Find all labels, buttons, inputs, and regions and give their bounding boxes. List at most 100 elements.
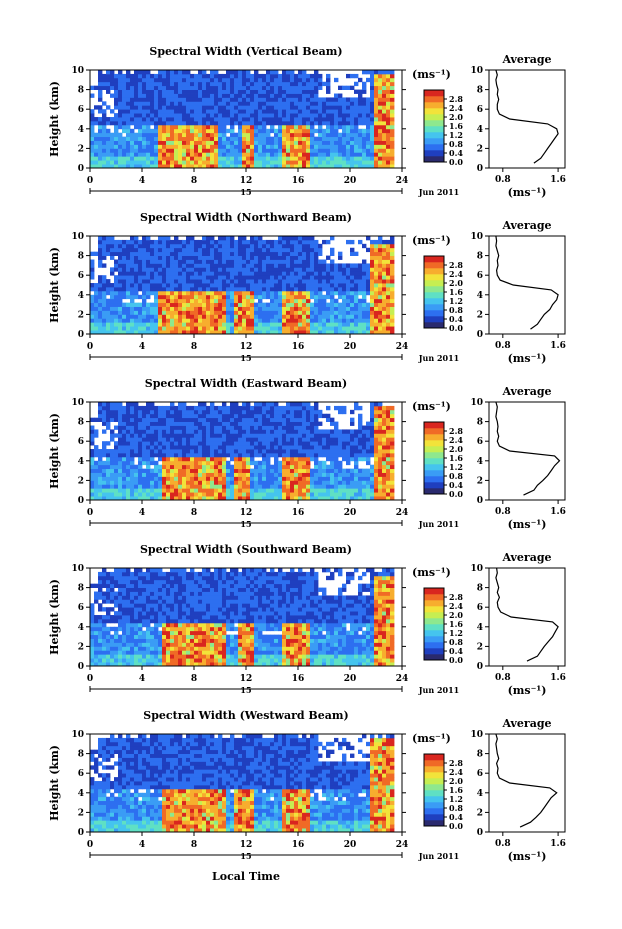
heatmap-cell bbox=[302, 117, 307, 122]
heatmap-cell bbox=[114, 144, 119, 149]
heatmap-cell bbox=[106, 70, 111, 75]
heatmap-cell bbox=[210, 322, 215, 327]
heatmap-cell bbox=[282, 460, 287, 466]
heatmap-cell bbox=[370, 267, 375, 272]
heatmap-cell bbox=[366, 109, 371, 114]
heatmap-cell bbox=[170, 429, 175, 434]
heatmap-cell bbox=[370, 318, 375, 323]
heatmap-cell bbox=[350, 330, 355, 335]
heatmap-cell bbox=[186, 286, 191, 292]
heatmap-cell bbox=[250, 330, 255, 335]
heatmap-cell bbox=[278, 152, 283, 157]
heatmap-cell bbox=[238, 314, 243, 319]
heatmap-cell bbox=[330, 148, 335, 153]
heatmap-cell bbox=[98, 326, 103, 331]
heatmap-cell bbox=[230, 425, 235, 430]
heatmap-cell bbox=[198, 456, 203, 462]
heatmap-cell bbox=[150, 476, 155, 481]
heatmap-cell bbox=[298, 409, 303, 415]
heatmap-cell bbox=[246, 492, 251, 497]
heatmap-cell bbox=[278, 445, 283, 450]
heatmap-cell bbox=[310, 89, 315, 94]
heatmap-cell bbox=[166, 140, 171, 145]
heatmap-cell bbox=[386, 77, 391, 83]
heatmap-cell bbox=[122, 294, 127, 300]
heatmap-cell bbox=[338, 93, 343, 98]
heatmap-cell bbox=[234, 314, 239, 319]
heatmap-cell bbox=[130, 109, 135, 114]
heatmap-cell bbox=[346, 267, 351, 272]
heatmap-cell bbox=[258, 128, 263, 134]
heatmap-cell bbox=[174, 152, 179, 157]
heatmap-cell bbox=[278, 417, 283, 422]
day-label: 15 bbox=[240, 187, 251, 197]
heatmap-cell bbox=[114, 286, 119, 292]
heatmap-cell bbox=[238, 279, 243, 284]
heatmap-cell bbox=[350, 310, 355, 315]
heatmap-cell bbox=[282, 429, 287, 434]
average-title: Average bbox=[501, 53, 551, 66]
x-tick-label: 12 bbox=[240, 342, 253, 352]
heatmap-cell bbox=[198, 251, 203, 256]
heatmap-cell bbox=[174, 140, 179, 145]
heatmap-cell bbox=[314, 148, 319, 153]
heatmap-cell bbox=[350, 286, 355, 292]
heatmap-cell bbox=[110, 236, 115, 241]
heatmap-cell bbox=[270, 70, 275, 75]
heatmap-cell bbox=[290, 464, 295, 470]
heatmap-cell bbox=[150, 148, 155, 153]
heatmap-cell bbox=[158, 160, 163, 165]
heatmap-cell bbox=[174, 251, 179, 256]
heatmap-cell bbox=[242, 484, 247, 489]
heatmap-cell bbox=[322, 267, 327, 272]
heatmap-cell bbox=[94, 283, 99, 288]
heatmap-cell bbox=[218, 132, 223, 138]
heatmap-cell bbox=[294, 160, 299, 165]
heatmap-cell bbox=[258, 409, 263, 415]
heatmap-cell bbox=[314, 290, 319, 296]
heatmap-cell bbox=[230, 144, 235, 149]
heatmap-cell bbox=[186, 148, 191, 153]
heatmap-cell bbox=[266, 425, 271, 430]
heatmap-cell bbox=[170, 247, 175, 253]
heatmap-cell bbox=[126, 302, 131, 307]
heatmap-cell bbox=[118, 441, 123, 446]
heatmap-cell bbox=[382, 294, 387, 300]
heatmap-cell bbox=[266, 496, 271, 501]
heatmap-cell bbox=[118, 247, 123, 253]
heatmap-cell bbox=[322, 263, 327, 268]
heatmap-cell bbox=[174, 247, 179, 253]
heatmap-cell bbox=[142, 445, 147, 450]
heatmap-cell bbox=[366, 314, 371, 319]
heatmap-cell bbox=[210, 239, 215, 245]
heatmap-cell bbox=[130, 413, 135, 419]
heatmap-cell bbox=[278, 484, 283, 489]
heatmap-cell bbox=[326, 136, 331, 141]
heatmap-cell bbox=[142, 85, 147, 90]
heatmap-cell bbox=[274, 140, 279, 145]
heatmap-cell bbox=[354, 140, 359, 145]
heatmap-cell bbox=[194, 109, 199, 114]
heatmap-cell bbox=[170, 148, 175, 153]
heatmap-cell bbox=[222, 152, 227, 157]
heatmap-cell bbox=[258, 421, 263, 426]
heatmap-cell bbox=[302, 144, 307, 149]
heatmap-cell bbox=[94, 140, 99, 145]
heatmap-cell bbox=[286, 77, 291, 83]
heatmap-cell bbox=[130, 247, 135, 253]
heatmap-cell bbox=[118, 294, 123, 300]
heatmap-cell bbox=[166, 425, 171, 430]
heatmap-cell bbox=[122, 326, 127, 331]
heatmap-cell bbox=[126, 247, 131, 253]
heatmap-cell bbox=[170, 496, 175, 501]
heatmap-cell bbox=[190, 236, 195, 241]
heatmap-cell bbox=[194, 160, 199, 165]
heatmap-cell bbox=[222, 433, 227, 438]
heatmap-cell bbox=[110, 294, 115, 300]
heatmap-cell bbox=[138, 85, 143, 90]
heatmap-cell bbox=[126, 255, 131, 260]
heatmap-cell bbox=[242, 160, 247, 165]
heatmap-cell bbox=[246, 124, 251, 130]
heatmap-cell bbox=[146, 429, 151, 434]
heatmap-cell bbox=[294, 144, 299, 149]
